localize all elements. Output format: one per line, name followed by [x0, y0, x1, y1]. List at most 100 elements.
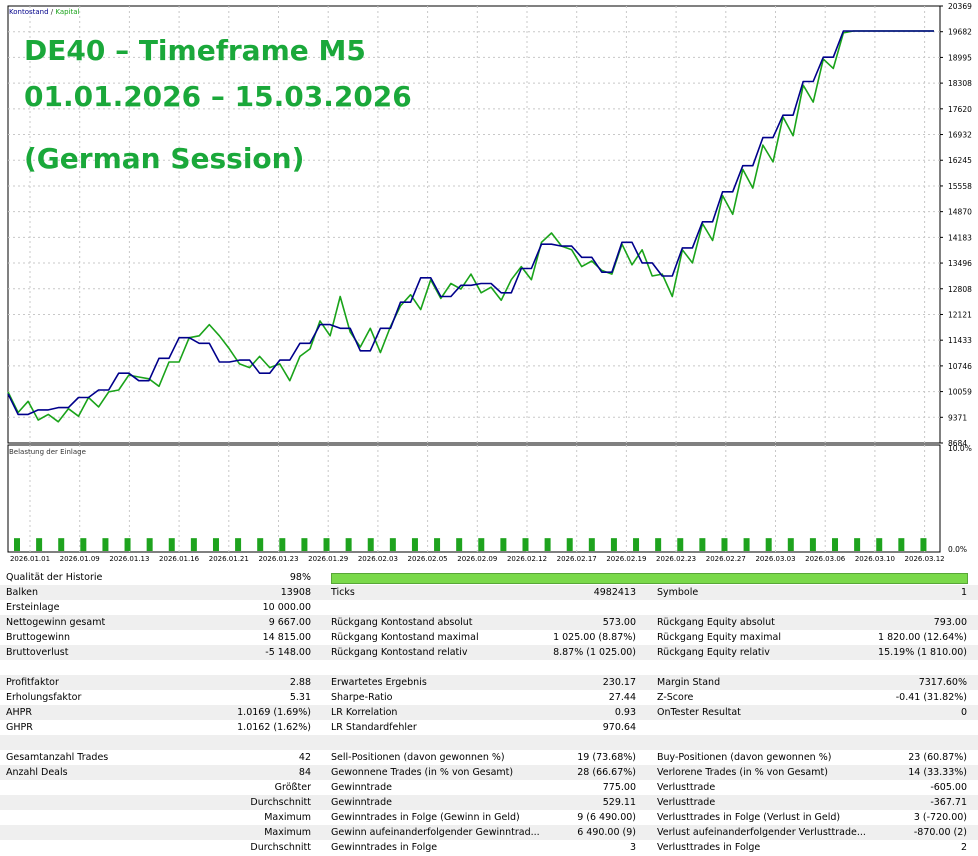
y-tick-label: 12121 — [948, 310, 972, 319]
load-tick-label-bottom: 0.0% — [948, 545, 967, 554]
y-tick-label: 12808 — [948, 285, 972, 294]
stat-value: 9 (6 490.00) — [577, 812, 636, 823]
stat-label: GHPR — [6, 722, 33, 733]
stat-value: 1 820.00 (12.64%) — [878, 632, 967, 643]
stat-label: OnTester Resultat — [657, 707, 741, 718]
stat-value: 3 (-720.00) — [913, 812, 967, 823]
y-tick-label: 10059 — [948, 388, 972, 397]
stat-value: -0.41 (31.82%) — [895, 692, 967, 703]
load-bar — [544, 538, 551, 551]
load-plot-frame — [7, 444, 941, 553]
stat-label: Ersteinlage — [6, 602, 60, 613]
load-bar — [14, 538, 20, 551]
stat-value: 23 (60.87%) — [908, 752, 967, 763]
stat-label: LR Korrelation — [331, 707, 398, 718]
x-tick-label: 2026.01.01 — [10, 555, 50, 563]
stat-label: Verlusttrade — [657, 797, 716, 808]
report-row: Profitfaktor 2.88 Erwartetes Ergebnis 230.1… — [0, 675, 978, 690]
stat-value: Größter — [274, 782, 311, 793]
deposit-load-title: Belastung der Einlage — [9, 448, 86, 456]
x-tick-label: 2026.02.23 — [656, 555, 696, 563]
stat-value: 13908 — [280, 587, 311, 598]
stat-label: Sharpe-Ratio — [331, 692, 393, 703]
report-row: Maximum Gewinntrades in Folge (Gewinn in … — [0, 810, 978, 825]
y-tick-label: 8684 — [948, 439, 967, 448]
report-row: AHPR 1.0169 (1.69%) LR Korrelation 0.93 OnTe… — [0, 705, 978, 720]
load-bar — [168, 538, 175, 551]
stat-label: Rückgang Equity maximal — [657, 632, 781, 643]
report-row: Nettogewinn gesamt 9 667.00 Rückgang Konto… — [0, 615, 978, 630]
load-bar — [36, 538, 43, 551]
load-bar — [743, 538, 750, 551]
y-tick-label: 13496 — [948, 259, 972, 268]
report-row: Größter Gewinntrade 775.00 Verlusttrade -605… — [0, 780, 978, 795]
load-bar — [920, 538, 927, 551]
stat-value: 775.00 — [602, 782, 636, 793]
x-tick-label: 2026.02.05 — [408, 555, 448, 563]
stat-value — [780, 600, 967, 615]
y-tick-label: 20369 — [948, 2, 972, 11]
stat-label: Ticks — [331, 587, 355, 598]
chart-legend: Kontostand / Kapital — [9, 8, 80, 16]
stat-value: 4982413 — [593, 587, 636, 598]
load-bar — [588, 538, 595, 551]
stat-value — [180, 660, 311, 675]
load-bar — [301, 538, 308, 551]
stat-value: 529.11 — [602, 797, 636, 808]
report-row: Bruttogewinn 14 815.00 Rückgang Kontostand… — [0, 630, 978, 645]
report-row — [0, 660, 978, 675]
load-tick-label-top: 10.0% — [948, 444, 972, 453]
stat-value — [780, 660, 967, 675]
load-bar — [699, 538, 706, 551]
stat-label: Z-Score — [657, 692, 694, 703]
stat-label: Gewinntrades in Folge (Gewinn in Geld) — [331, 812, 520, 823]
stat-label: Gewinntrade — [331, 797, 392, 808]
stat-value: 6 490.00 (9) — [577, 827, 636, 838]
stat-label: Erholungsfaktor — [6, 692, 82, 703]
stat-label: Verlusttrades in Folge — [657, 842, 761, 853]
stat-label: Bruttoverlust — [6, 647, 69, 658]
y-tick-label: 19682 — [948, 28, 972, 37]
y-tick-label: 15558 — [948, 182, 972, 191]
stat-value: 573.00 — [602, 617, 636, 628]
stat-value: Durchschnitt — [250, 842, 311, 853]
stat-value: 28 (66.67%) — [577, 767, 636, 778]
load-bar — [478, 538, 485, 551]
stat-label: Gesamtanzahl Trades — [6, 752, 109, 763]
report-row: Bruttoverlust -5 148.00 Rückgang Kontostan… — [0, 645, 978, 660]
stat-value: 0.93 — [614, 707, 636, 718]
quality-bar — [331, 573, 968, 584]
x-tick-label: 2026.03.06 — [805, 555, 846, 563]
stat-label: Bruttogewinn — [6, 632, 71, 643]
load-bar — [787, 538, 794, 551]
load-bar — [765, 538, 772, 551]
overlay-date-range: 01.01.2026 – 15.03.2026 — [24, 80, 412, 113]
stat-value: -367.71 — [930, 797, 967, 808]
stat-label: Rückgang Kontostand maximal — [331, 632, 479, 643]
report-row: Anzahl Deals 84 Gewonnene Trades (in % von… — [0, 765, 978, 780]
x-tick-label: 2026.03.03 — [755, 555, 795, 563]
overlay-session: (German Session) — [24, 142, 305, 175]
report-row: Ersteinlage 10 000.00 — [0, 600, 978, 615]
stat-value: 1 — [960, 587, 967, 598]
load-bar — [58, 538, 65, 551]
y-tick-label: 17620 — [948, 105, 972, 114]
stat-value: 15.19% (1 810.00) — [878, 647, 967, 658]
y-tick-label: 14183 — [948, 233, 972, 242]
stat-label: Rückgang Equity relativ — [657, 647, 770, 658]
stat-value: 1 025.00 (8.87%) — [553, 632, 636, 643]
stat-label: Verlorene Trades (in % von Gesamt) — [657, 767, 828, 778]
load-bar — [367, 538, 374, 551]
load-bar — [102, 538, 109, 551]
stat-label: Nettogewinn gesamt — [6, 617, 106, 628]
stat-label: LR Standardfehler — [331, 722, 417, 733]
stat-value: 84 — [298, 767, 311, 778]
stat-value: 1.0169 (1.69%) — [237, 707, 311, 718]
load-bar — [876, 538, 883, 551]
overlay-title: DE40 – Timeframe M5 — [24, 34, 366, 67]
quality-row: Qualität der Historie 98% — [0, 570, 978, 585]
x-tick-label: 2026.02.12 — [507, 555, 547, 563]
stat-label — [6, 825, 196, 840]
stat-value: Maximum — [264, 827, 311, 838]
stat-label: Balken — [6, 587, 39, 598]
